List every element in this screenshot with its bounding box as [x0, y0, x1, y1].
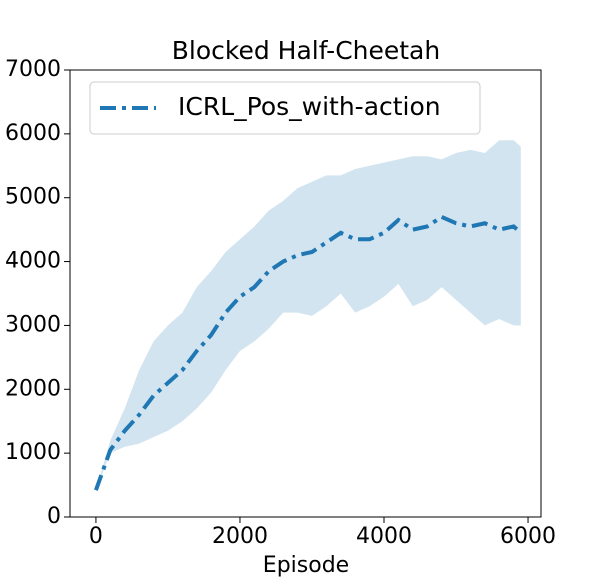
y-tick-label: 6000	[5, 121, 61, 146]
confidence-band	[95, 140, 521, 491]
y-tick-label: 3000	[5, 312, 61, 337]
x-axis-label: Episode	[263, 553, 349, 578]
chart-title: Blocked Half-Cheetah	[172, 36, 440, 65]
y-tick-label: 5000	[5, 185, 61, 210]
x-tick-label: 4000	[356, 524, 412, 549]
plot-frame	[69, 69, 542, 518]
y-tick-label: 4000	[5, 249, 61, 274]
x-tick-label: 6000	[500, 524, 556, 549]
y-tick-label: 7000	[5, 57, 61, 82]
y-tick-label: 0	[47, 504, 61, 529]
y-tick-label: 1000	[5, 440, 61, 465]
x-tick-label: 0	[89, 524, 103, 549]
legend-label: ICRL_Pos_with-action	[178, 92, 441, 121]
legend-box	[89, 81, 481, 135]
y-tick-label: 2000	[5, 376, 61, 401]
line	[94, 214, 523, 491]
x-tick-label: 2000	[212, 524, 268, 549]
